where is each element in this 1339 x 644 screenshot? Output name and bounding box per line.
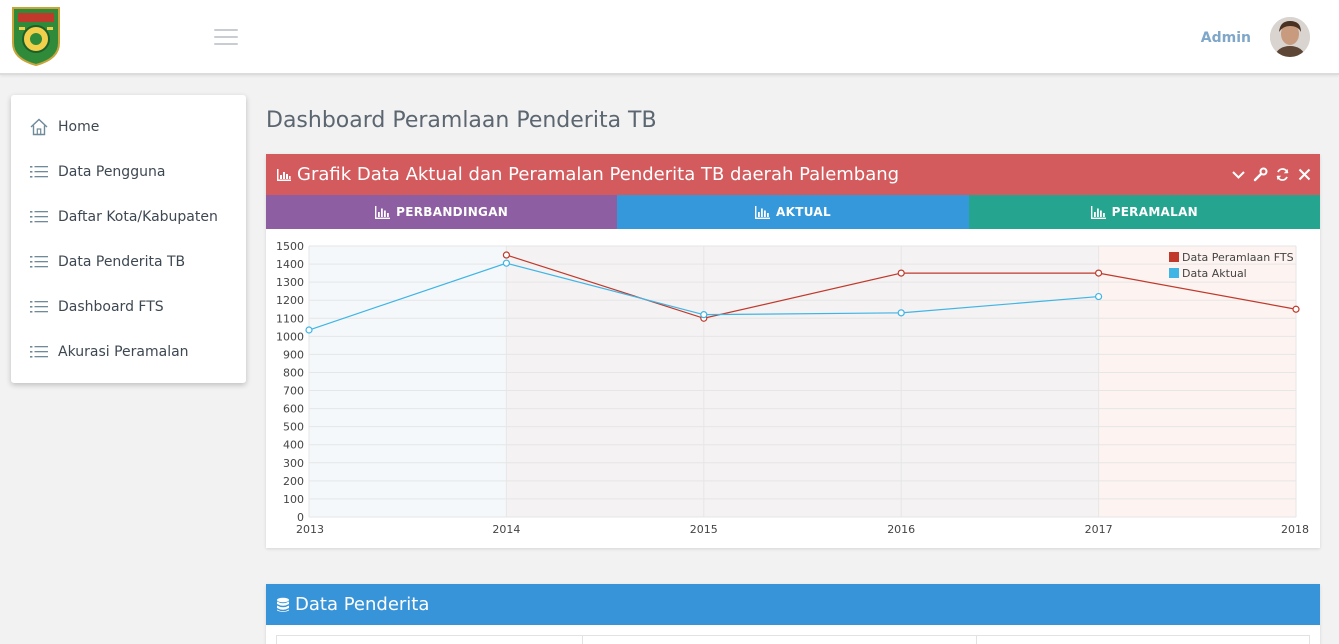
data-point <box>1292 305 1300 313</box>
list-icon <box>29 342 49 362</box>
chart-panel: Grafik Data Aktual dan Peramalan Penderi… <box>266 154 1320 548</box>
page-title: Dashboard Peramlaan Penderita TB <box>266 108 657 133</box>
data-point <box>502 259 510 267</box>
y-tick-label: 800 <box>283 366 304 379</box>
y-tick-label: 1400 <box>276 258 304 271</box>
y-tick-label: 400 <box>283 439 304 452</box>
y-tick-label: 900 <box>283 348 304 361</box>
tab-label: PERBANDINGAN <box>396 205 509 219</box>
sidebar-item-label: Daftar Kota/Kabupaten <box>58 208 218 225</box>
sidebar-item-data-pengguna[interactable]: Data Pengguna <box>11 149 246 194</box>
user-name[interactable]: Admin <box>1200 30 1251 46</box>
legend-swatch <box>1169 252 1179 262</box>
y-tick-label: 600 <box>283 403 304 416</box>
top-header: Admin <box>0 0 1339 75</box>
data-table <box>276 635 1310 644</box>
data-point <box>1094 269 1103 277</box>
line-chart: 0 100 200 300 400 500 600 700 800 900 1000 1100 1200… <box>266 229 1320 548</box>
x-tick-label: 2018 <box>1281 523 1309 536</box>
collapse-icon[interactable] <box>1231 167 1246 182</box>
sidebar-item-dashboard-fts[interactable]: Dashboard FTS <box>11 284 246 329</box>
sidebar-item-label: Akurasi Peramalan <box>58 343 189 360</box>
list-icon <box>29 252 49 272</box>
tab-label: PERAMALAN <box>1111 205 1199 219</box>
sidebar-item-label: Dashboard FTS <box>58 298 164 315</box>
data-point <box>897 269 905 277</box>
x-tick-label: 2015 <box>690 523 718 536</box>
x-tick-label: 2013 <box>296 523 324 536</box>
data-point <box>1094 292 1103 301</box>
sidebar-item-daftar-kota[interactable]: Daftar Kota/Kabupaten <box>11 194 246 239</box>
sidebar-item-home[interactable]: Home <box>11 104 246 149</box>
data-panel-title: Data Penderita <box>295 594 430 615</box>
data-panel-header: Data Penderita <box>266 584 1320 625</box>
list-icon <box>29 162 49 182</box>
y-tick-label: 1300 <box>276 276 304 289</box>
y-tick-label: 1200 <box>276 294 304 307</box>
y-tick-label: 1100 <box>276 312 304 325</box>
list-icon <box>29 297 49 317</box>
database-icon <box>276 597 290 613</box>
sidebar-item-label: Data Pengguna <box>58 163 166 180</box>
tab-label: AKTUAL <box>776 205 831 219</box>
close-icon[interactable] <box>1297 167 1312 182</box>
tab-perbandingan[interactable]: PERBANDINGAN <box>266 195 618 229</box>
logo[interactable] <box>10 5 62 67</box>
x-tick-label: 2014 <box>492 523 520 536</box>
legend-label: Data Peramlaan FTS <box>1182 251 1294 264</box>
plot-band <box>309 246 507 517</box>
legend-swatch <box>1169 268 1179 278</box>
y-tick-label: 300 <box>283 457 304 470</box>
y-tick-label: 0 <box>297 511 304 524</box>
bar-chart-icon <box>276 167 292 183</box>
sidebar-item-label: Data Penderita TB <box>58 253 186 270</box>
chart-panel-title: Grafik Data Aktual dan Peramalan Penderi… <box>297 164 900 185</box>
data-panel: Data Penderita <box>266 584 1320 644</box>
data-point <box>502 251 510 259</box>
y-tick-label: 1000 <box>276 330 304 343</box>
y-tick-label: 700 <box>283 385 304 398</box>
menu-toggle-icon[interactable] <box>214 29 238 45</box>
chart-panel-header: Grafik Data Aktual dan Peramalan Penderi… <box>266 154 1320 195</box>
home-icon <box>29 117 49 137</box>
y-tick-label: 500 <box>283 421 304 434</box>
data-point <box>897 309 905 317</box>
list-icon <box>29 207 49 227</box>
plot-band <box>506 246 704 517</box>
tab-aktual[interactable]: AKTUAL <box>617 195 969 229</box>
sidebar: Home Data Pengguna Daftar Kota/Kabupaten… <box>11 95 246 383</box>
table-column-divider <box>976 636 977 644</box>
bar-chart-icon <box>755 205 771 219</box>
data-point <box>700 311 708 319</box>
table-column-divider <box>582 636 583 644</box>
legend-label: Data Aktual <box>1182 267 1247 280</box>
sidebar-item-data-penderita[interactable]: Data Penderita TB <box>11 239 246 284</box>
bar-chart-icon <box>1090 205 1106 219</box>
data-point <box>305 326 313 334</box>
sidebar-item-label: Home <box>58 118 100 135</box>
x-tick-label: 2016 <box>887 523 915 536</box>
y-tick-label: 200 <box>283 475 304 488</box>
tab-peramalan[interactable]: PERAMALAN <box>968 195 1320 229</box>
bar-chart-icon <box>375 205 391 219</box>
plot-band <box>1098 246 1296 517</box>
refresh-icon[interactable] <box>1275 167 1290 182</box>
y-tick-label: 100 <box>283 493 304 506</box>
y-tick-label: 1500 <box>276 240 304 253</box>
panel-tools <box>1231 167 1320 182</box>
plot-band <box>901 246 1099 517</box>
chart-tabs: PERBANDINGAN AKTUAL PERAMALAN <box>266 195 1320 229</box>
wrench-icon[interactable] <box>1253 167 1268 182</box>
x-tick-label: 2017 <box>1085 523 1113 536</box>
avatar[interactable] <box>1270 17 1310 57</box>
plot-band <box>703 246 902 517</box>
sidebar-item-akurasi[interactable]: Akurasi Peramalan <box>11 329 246 374</box>
chart-canvas: 0 100 200 300 400 500 600 700 800 900 1000 1100 1200… <box>276 240 1309 536</box>
